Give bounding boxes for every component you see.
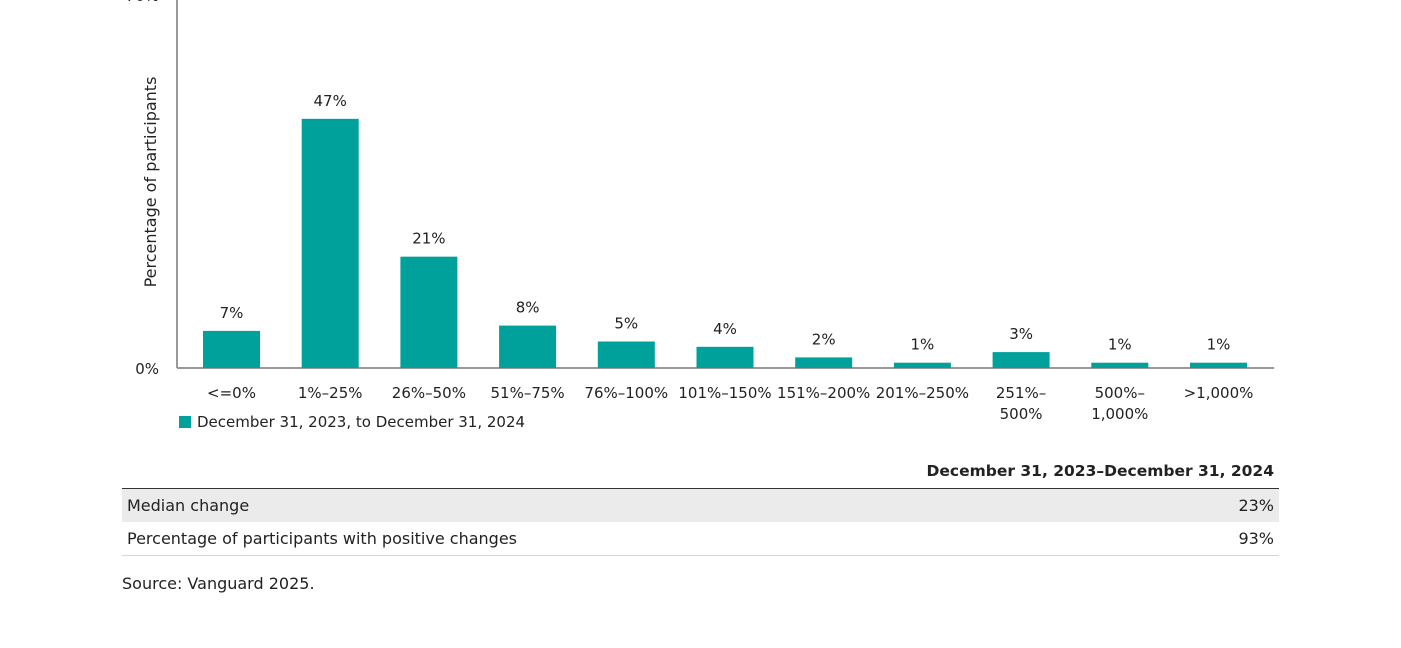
x-tick-label-line: 500% [1000, 405, 1043, 423]
bar [1190, 362, 1247, 368]
bar [597, 341, 655, 368]
summary-row-value: 23% [1238, 496, 1274, 515]
summary-table-header: December 31, 2023–December 31, 2024 [122, 462, 1279, 489]
y-axis-title: Percentage of participants [141, 77, 160, 288]
x-tick-label-line: 1%–25% [298, 384, 363, 402]
x-tick-label-line: <=0% [207, 384, 256, 402]
y-tick-label: 0% [135, 360, 159, 378]
bar [696, 346, 754, 368]
x-tick-label: >1,000% [1184, 384, 1254, 402]
data-label: 5% [614, 314, 638, 332]
x-tick-label-line: 101%–150% [678, 384, 771, 402]
x-tick-label: 51%–75% [491, 384, 565, 402]
bar [203, 330, 260, 368]
y-tick-label: 70% [126, 0, 159, 5]
source-note: Source: Vanguard 2025. [122, 574, 315, 593]
data-label: 7% [220, 304, 244, 322]
x-tick-label-line: 51%–75% [491, 384, 565, 402]
x-tick-label: 500%– 1,000% [1091, 384, 1148, 423]
x-tick-label-line: 151%–200% [777, 384, 870, 402]
x-tick-label-line: 201%–250% [876, 384, 969, 402]
x-tick-label: 251%– 500% [996, 384, 1046, 423]
summary-row-label: Percentage of participants with positive… [127, 529, 517, 548]
data-label: 1% [1108, 336, 1132, 354]
x-tick-label-line: 500%– [1095, 384, 1145, 402]
bar [301, 118, 359, 368]
bar [400, 256, 458, 368]
chart-legend: December 31, 2023, to December 31, 2024 [179, 413, 525, 431]
x-tick-label: 201%–250% [876, 384, 969, 402]
summary-table: December 31, 2023–December 31, 2024 Medi… [122, 462, 1279, 556]
x-tick-label-line: >1,000% [1184, 384, 1254, 402]
x-tick-label-line: 76%–100% [584, 384, 668, 402]
legend-label: December 31, 2023, to December 31, 2024 [197, 413, 526, 431]
plot-area: 0% 70% Percentage of participants 7% <=0% 47%… [126, 0, 1274, 423]
legend-swatch [179, 416, 191, 428]
x-tick-label: 101%–150% [678, 384, 771, 402]
data-label: 8% [516, 299, 540, 317]
x-tick-label: 151%–200% [777, 384, 870, 402]
data-label: 1% [1207, 336, 1231, 354]
bar [795, 357, 853, 368]
data-label: 21% [412, 230, 445, 248]
x-tick-label-line: 251%– [996, 384, 1046, 402]
x-tick-label-line: 26%–50% [392, 384, 466, 402]
x-tick-label-line: 1,000% [1091, 405, 1148, 423]
bar [893, 362, 951, 368]
x-tick-label: 26%–50% [392, 384, 466, 402]
x-tick-label: 76%–100% [584, 384, 668, 402]
x-tick-label: <=0% [207, 384, 256, 402]
summary-row-positive: Percentage of participants with positive… [122, 522, 1279, 556]
x-tick-label: 1%–25% [298, 384, 363, 402]
data-label: 1% [911, 336, 935, 354]
bar-chart: 0% 70% Percentage of participants 7% <=0% 47%… [126, 0, 1274, 423]
bar [992, 352, 1050, 368]
bar [1091, 362, 1149, 368]
data-label: 4% [713, 320, 737, 338]
data-label: 2% [812, 330, 836, 348]
summary-row-label: Median change [127, 496, 250, 515]
data-label: 3% [1009, 325, 1033, 343]
data-label: 47% [314, 92, 347, 110]
summary-row-value: 93% [1238, 529, 1274, 548]
bar [499, 325, 557, 368]
summary-row-median: Median change 23% [122, 489, 1279, 522]
